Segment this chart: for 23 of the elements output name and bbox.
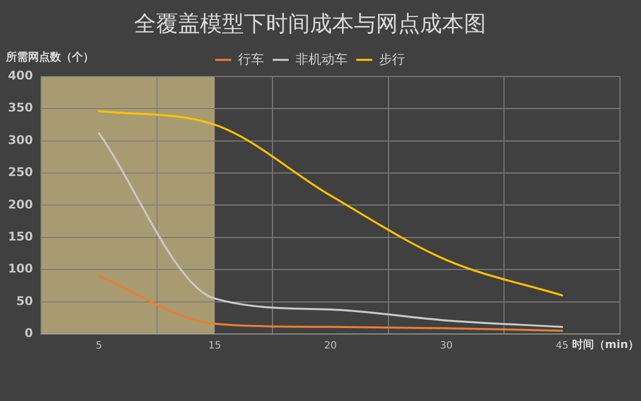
x-tick-label: 15 bbox=[208, 340, 222, 352]
y-tick-label: 300 bbox=[8, 132, 33, 147]
x-axis-title: 时间（min） bbox=[572, 338, 640, 351]
line-series bbox=[98, 110, 564, 296]
y-axis-title: 所需网点数（个） bbox=[5, 50, 94, 64]
legend-label: 步行 bbox=[378, 52, 405, 68]
x-tick-label: 45 bbox=[556, 340, 568, 352]
chart-title: 全覆盖模型下时间成本与网点成本图 bbox=[134, 12, 486, 37]
x-tick-label: 20 bbox=[324, 340, 337, 352]
x-tick-label: 5 bbox=[96, 340, 102, 352]
y-tick-label: 200 bbox=[8, 197, 33, 212]
y-tick-label: 250 bbox=[8, 165, 33, 180]
y-tick-label: 150 bbox=[8, 230, 33, 244]
x-tick-label: 30 bbox=[440, 340, 453, 352]
y-tick-label: 0 bbox=[24, 326, 33, 340]
y-tick-label: 350 bbox=[8, 100, 33, 115]
y-tick-label: 50 bbox=[16, 294, 33, 308]
line-series bbox=[98, 275, 564, 332]
legend-label: 非机动车 bbox=[295, 52, 348, 68]
line-series bbox=[98, 132, 564, 328]
y-tick-label: 100 bbox=[8, 262, 33, 276]
legend-label: 行车 bbox=[238, 52, 264, 68]
y-tick-label: 400 bbox=[8, 68, 33, 83]
